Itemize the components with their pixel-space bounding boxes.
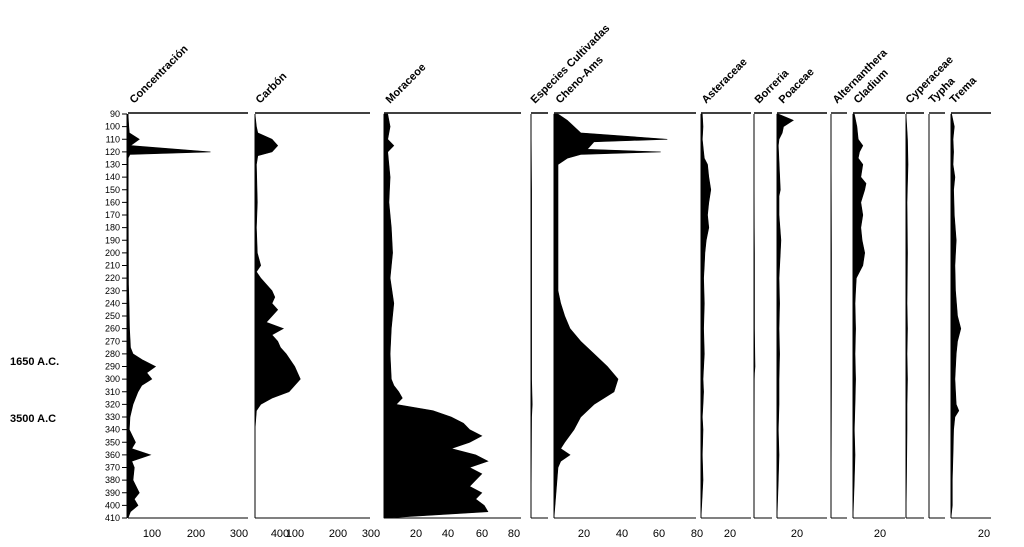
annotation-label: 1650 A.C. (10, 356, 59, 368)
bottom-tick-label: 20 (978, 528, 990, 540)
depth-tick-label: 370 (105, 463, 120, 473)
panel-area-series (127, 113, 211, 519)
panel-area-series (254, 113, 301, 518)
depth-tick-label: 90 (110, 109, 120, 119)
depth-tick-label: 110 (106, 134, 120, 144)
depth-tick-label: 260 (105, 324, 120, 334)
depth-tick-label: 410 (105, 513, 120, 523)
depth-tick-label: 150 (105, 185, 120, 195)
panel-area-series (553, 113, 668, 519)
panel-label: Moraceoe (384, 61, 429, 106)
depth-tick-label: 100 (105, 122, 120, 132)
bottom-tick-label: 60 (476, 528, 488, 540)
bottom-tick-label: 40 (616, 528, 628, 540)
panel-area-series (905, 113, 909, 519)
panel-label: Concentración (128, 43, 191, 106)
bottom-tick-label: 400 (271, 528, 289, 540)
panel-area-series (700, 113, 712, 519)
depth-tick-label: 120 (105, 147, 120, 157)
panel-moraceoe: Moraceoe (383, 61, 521, 519)
depth-tick-label: 130 (105, 160, 120, 170)
depth-tick-label: 320 (105, 399, 120, 409)
panel-area-series (928, 113, 930, 519)
depth-tick-label: 200 (105, 248, 120, 258)
bottom-tick-label: 20 (874, 528, 886, 540)
depth-tick-label: 310 (105, 387, 120, 397)
panel-area-series (383, 113, 489, 519)
depth-tick-label: 280 (105, 349, 120, 359)
bottom-tick-label: 80 (691, 528, 703, 540)
annotations: 1650 A.C. 3500 A.C (10, 356, 59, 425)
depth-tick-label: 340 (105, 425, 120, 435)
depth-axis: 90 100 110 120 130 140 150 160 170 180 190 200 210 22… (105, 109, 128, 523)
depth-tick-label: 220 (105, 273, 120, 283)
depth-tick-label: 270 (105, 336, 120, 346)
depth-tick-label: 190 (105, 235, 120, 245)
bottom-tick-label: 20 (410, 528, 422, 540)
depth-tick-label: 350 (105, 437, 120, 447)
panel-asteraceae: Asteraceae (700, 56, 751, 519)
bottom-tick-label: 20 (791, 528, 803, 540)
bottom-tick-label: 200 (329, 528, 347, 540)
depth-tick-label: 300 (105, 374, 120, 384)
bottom-tick-label: 200 (187, 528, 205, 540)
panel-area-series (530, 113, 533, 519)
panel-label: Asteraceae (700, 56, 750, 106)
panel-area-series (753, 113, 756, 519)
bottom-tick-label: 100 (143, 528, 161, 540)
bottom-tick-label: 40 (442, 528, 454, 540)
panel-area-series (950, 113, 962, 519)
depth-tick-label: 240 (105, 298, 120, 308)
bottom-tick-label: 20 (724, 528, 736, 540)
bottom-tick-label: 60 (653, 528, 665, 540)
depth-tick-label: 210 (105, 261, 120, 271)
panel-area-series (830, 113, 832, 519)
depth-tick-label: 180 (105, 223, 120, 233)
depth-tick-label: 390 (105, 488, 120, 498)
bottom-tick-label: 300 (230, 528, 248, 540)
panel-poaceae: Poaceae (776, 66, 827, 519)
panel-trema: Trema (948, 74, 991, 519)
panel-area-series (852, 113, 867, 519)
panel-concentracion: Concentración (127, 43, 248, 519)
annotation-label: 3500 A.C (10, 413, 56, 425)
depth-tick-label: 230 (105, 286, 120, 296)
panel-cheno-ams: Cheno-Ams (553, 54, 696, 519)
panels: Concentración Carbón Moraceoe Especies Cult… (127, 22, 991, 519)
depth-tick-label: 400 (105, 500, 120, 510)
depth-tick-label: 330 (105, 412, 120, 422)
depth-tick-label: 160 (105, 197, 120, 207)
panel-label: Carbón (254, 70, 290, 106)
panel-carbon: Carbón (254, 70, 370, 519)
bottom-tick-label: 100 (286, 528, 304, 540)
depth-tick-label: 360 (105, 450, 120, 460)
depth-tick-label: 140 (105, 172, 120, 182)
panel-borreria: Borreria (753, 67, 792, 519)
depth-tick-label: 250 (105, 311, 120, 321)
bottom-tick-label: 300 (362, 528, 380, 540)
panel-alternanthera: Alternanthera (830, 46, 890, 519)
bottom-tick-label: 20 (578, 528, 590, 540)
depth-tick-label: 170 (105, 210, 120, 220)
panel-cladium: Cladium (852, 67, 905, 519)
depth-tick-label: 380 (105, 475, 120, 485)
panel-area-series (776, 113, 794, 519)
bottom-tick-label: 80 (508, 528, 520, 540)
depth-tick-label: 290 (105, 362, 120, 372)
